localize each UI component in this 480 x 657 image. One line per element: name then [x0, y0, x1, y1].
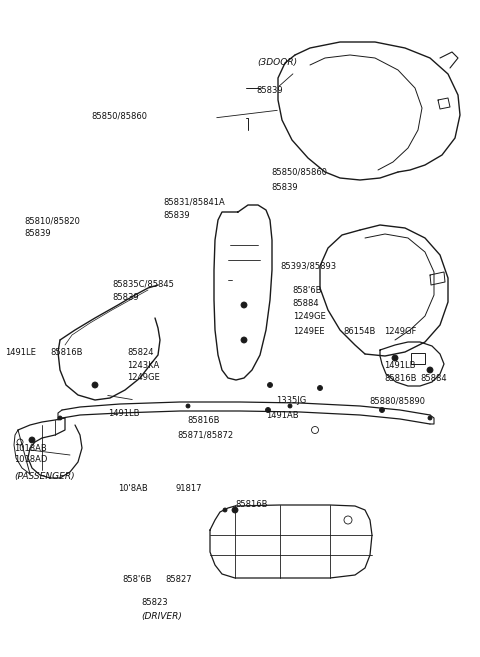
Text: 85839: 85839 — [271, 183, 298, 192]
Text: 1018AB: 1018AB — [14, 443, 47, 453]
Text: (3DOOR): (3DOOR) — [257, 58, 297, 67]
Text: 1491LB: 1491LB — [108, 409, 140, 419]
Text: 1491LB: 1491LB — [384, 361, 416, 371]
Text: 85884: 85884 — [293, 299, 319, 308]
Circle shape — [380, 407, 384, 413]
Text: 1249GE: 1249GE — [127, 373, 160, 382]
Text: 85393/85893: 85393/85893 — [281, 261, 337, 271]
Text: 85839: 85839 — [257, 86, 283, 95]
Text: 1249GF: 1249GF — [384, 327, 416, 336]
Circle shape — [267, 382, 273, 388]
Circle shape — [58, 416, 62, 420]
Text: 91817: 91817 — [175, 484, 202, 493]
Circle shape — [92, 382, 98, 388]
Circle shape — [223, 508, 227, 512]
Text: (PASSENGER): (PASSENGER) — [14, 472, 75, 481]
Text: 86154B: 86154B — [343, 327, 375, 336]
Text: 1018AD: 1018AD — [14, 455, 48, 464]
Circle shape — [29, 437, 35, 443]
Circle shape — [392, 355, 398, 361]
Text: 1249EE: 1249EE — [293, 327, 324, 336]
Text: 85816B: 85816B — [50, 348, 83, 357]
Text: 85816B: 85816B — [235, 500, 268, 509]
Circle shape — [241, 337, 247, 343]
Text: 1335JG: 1335JG — [276, 396, 306, 405]
Text: (DRIVER): (DRIVER) — [142, 612, 182, 621]
Text: 85850/85860: 85850/85860 — [271, 168, 327, 177]
Circle shape — [427, 367, 433, 373]
Text: 85816B: 85816B — [384, 374, 417, 383]
Circle shape — [265, 407, 271, 413]
Text: 1249GE: 1249GE — [293, 312, 325, 321]
Text: 1491AB: 1491AB — [266, 411, 299, 420]
Text: 85823: 85823 — [142, 598, 168, 607]
Circle shape — [232, 507, 238, 513]
Text: 85884: 85884 — [420, 374, 446, 383]
Text: 85824: 85824 — [127, 348, 154, 357]
Text: 85835C/85845: 85835C/85845 — [113, 280, 175, 289]
Text: 85810/85820: 85810/85820 — [24, 216, 80, 225]
Text: 1243KA: 1243KA — [127, 361, 159, 371]
Circle shape — [428, 416, 432, 420]
Text: 85880/85890: 85880/85890 — [370, 396, 426, 405]
Circle shape — [186, 404, 190, 408]
Text: 85839: 85839 — [163, 211, 190, 220]
Text: 1491LE: 1491LE — [5, 348, 36, 357]
Text: 85831/85841A: 85831/85841A — [163, 198, 225, 207]
Text: 85839: 85839 — [113, 293, 139, 302]
Text: 85816B: 85816B — [187, 416, 220, 425]
Text: 85839: 85839 — [24, 229, 50, 238]
Text: 85827: 85827 — [166, 575, 192, 584]
Bar — [411, 353, 425, 363]
Text: 85871/85872: 85871/85872 — [178, 430, 234, 440]
Circle shape — [241, 302, 247, 308]
Text: 858'6B: 858'6B — [293, 286, 322, 295]
Circle shape — [288, 404, 292, 408]
Circle shape — [317, 386, 323, 390]
Text: 858'6B: 858'6B — [122, 575, 152, 584]
Text: 85850/85860: 85850/85860 — [91, 111, 147, 120]
Text: 10'8AB: 10'8AB — [118, 484, 147, 493]
